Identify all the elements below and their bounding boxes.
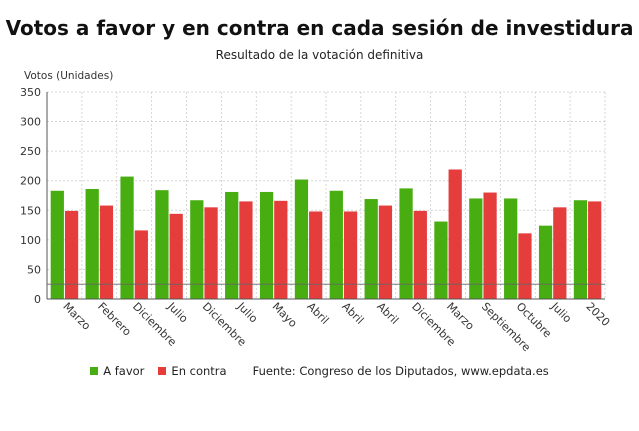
bar-a-favor bbox=[120, 176, 134, 299]
bar-en-contra bbox=[204, 207, 218, 299]
bar-en-contra bbox=[274, 200, 288, 299]
bar-en-contra bbox=[343, 211, 358, 299]
legend-label-contra: En contra bbox=[171, 364, 227, 378]
x-tick-label: Julio bbox=[234, 299, 260, 325]
x-tick-label: Abril bbox=[339, 300, 366, 327]
bar-a-favor bbox=[538, 225, 553, 299]
bar-a-favor bbox=[259, 191, 274, 299]
bar-en-contra bbox=[553, 207, 567, 299]
bar-a-favor bbox=[225, 191, 239, 299]
chart-title: Votos a favor y en contra en cada sesión… bbox=[5, 16, 634, 40]
y-tick-label: 150 bbox=[20, 204, 41, 217]
bar-a-favor bbox=[50, 190, 64, 299]
x-tick-label: Julio bbox=[164, 299, 190, 325]
bar-en-contra bbox=[239, 201, 253, 299]
bar-a-favor bbox=[399, 188, 413, 299]
bar-a-favor bbox=[190, 200, 204, 299]
bar-a-favor bbox=[155, 190, 169, 299]
x-tick-label: Julio bbox=[548, 299, 574, 325]
bar-a-favor bbox=[434, 221, 448, 299]
x-tick-label: Febrero bbox=[95, 300, 134, 339]
x-tick-label: Mayo bbox=[270, 300, 300, 330]
bar-a-favor bbox=[504, 198, 518, 299]
legend: A favor En contra Fuente: Congreso de lo… bbox=[0, 364, 639, 378]
bar-a-favor bbox=[294, 179, 309, 299]
x-tick-label: 2020 bbox=[583, 300, 612, 329]
legend-swatch-contra bbox=[158, 367, 167, 375]
y-tick-label: 350 bbox=[20, 86, 41, 99]
chart-subtitle: Resultado de la votación definitiva bbox=[215, 48, 424, 62]
bar-en-contra bbox=[99, 205, 114, 299]
bar-a-favor bbox=[469, 198, 483, 299]
bar-en-contra bbox=[309, 211, 323, 299]
source-note: Fuente: Congreso de los Diputados, www.e… bbox=[252, 364, 549, 378]
bar-a-favor bbox=[85, 188, 99, 299]
bar-en-contra bbox=[448, 169, 462, 299]
y-axis-label: Votos (Unidades) bbox=[24, 70, 114, 82]
bar-en-contra bbox=[518, 233, 532, 299]
bar-en-contra bbox=[169, 213, 183, 299]
bar-en-contra bbox=[413, 210, 427, 299]
x-tick-label: Abril bbox=[374, 300, 401, 327]
bar-en-contra bbox=[64, 210, 79, 299]
legend-label-favor: A favor bbox=[103, 364, 145, 378]
bar-en-contra bbox=[483, 192, 497, 299]
bar-a-favor bbox=[329, 190, 343, 299]
y-tick-label: 100 bbox=[20, 234, 41, 247]
bar-a-favor bbox=[573, 200, 588, 299]
y-tick-label: 50 bbox=[27, 263, 41, 276]
bar-a-favor bbox=[364, 199, 378, 299]
legend-swatch-favor bbox=[90, 367, 99, 375]
y-tick-label: 250 bbox=[20, 145, 41, 158]
x-tick-label: Abril bbox=[304, 300, 331, 327]
legend-item-contra: En contra bbox=[158, 364, 227, 378]
y-tick-label: 200 bbox=[20, 175, 41, 188]
y-tick-label: 300 bbox=[20, 116, 41, 129]
y-tick-label: 0 bbox=[34, 293, 41, 306]
legend-item-favor: A favor bbox=[90, 364, 144, 378]
x-tick-label: Marzo bbox=[60, 300, 93, 333]
x-tick-label: Marzo bbox=[444, 300, 477, 333]
bar-en-contra bbox=[134, 230, 148, 299]
bar-en-contra bbox=[588, 201, 602, 299]
bar-en-contra bbox=[378, 205, 393, 299]
